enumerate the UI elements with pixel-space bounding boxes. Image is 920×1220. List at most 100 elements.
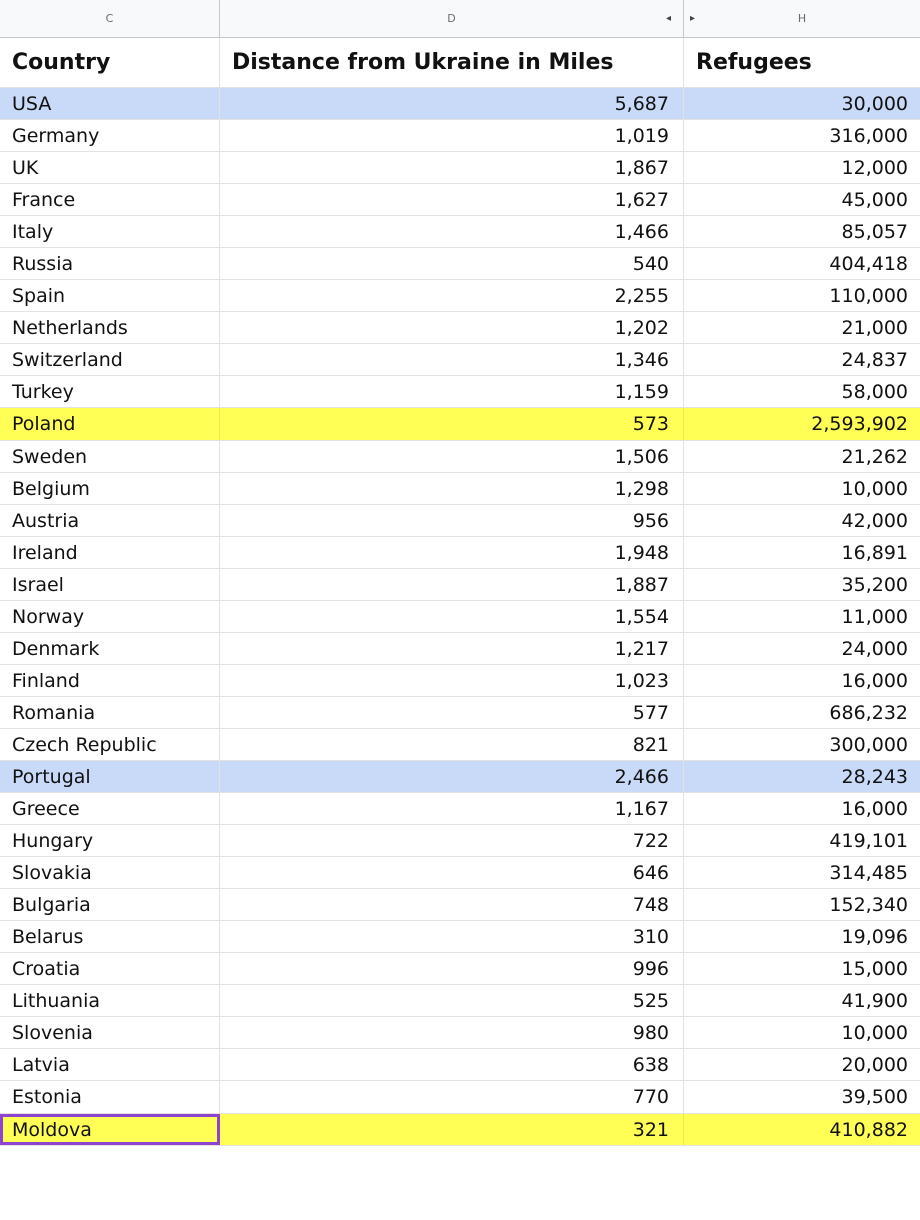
refugees-cell[interactable]: 45,000 [841, 189, 908, 212]
column-header-d[interactable]: D [220, 0, 684, 38]
header-distance-cell[interactable]: Distance from Ukraine in Miles [220, 38, 684, 87]
refugees-cell[interactable]: 42,000 [841, 509, 908, 532]
distance-cell[interactable]: 1,202 [220, 312, 684, 344]
refugees-cell[interactable]: 686,232 [829, 701, 908, 724]
country-cell[interactable]: Netherlands [0, 312, 220, 344]
country-cell[interactable]: Austria [0, 504, 220, 536]
country-cell[interactable]: Lithuania [0, 985, 220, 1017]
refugees-cell[interactable]: 85,057 [841, 221, 908, 244]
refugees-cell[interactable]: 300,000 [829, 733, 908, 756]
distance-cell[interactable]: 577 [220, 696, 684, 728]
refugees-cell[interactable]: 35,200 [841, 573, 908, 596]
distance-cell[interactable]: 1,506 [220, 440, 684, 472]
country-cell[interactable]: Ireland [0, 536, 220, 568]
distance-cell[interactable]: 5,687 [220, 88, 684, 120]
distance-cell[interactable]: 1,867 [220, 152, 684, 184]
distance-cell[interactable]: 1,019 [220, 120, 684, 152]
refugees-cell[interactable]: 10,000 [841, 1022, 908, 1045]
distance-cell[interactable]: 2,466 [220, 760, 684, 793]
refugees-cell[interactable]: 39,500 [841, 1086, 908, 1109]
country-cell[interactable]: Bulgaria [0, 889, 220, 921]
distance-cell[interactable]: 2,255 [220, 280, 684, 312]
refugees-cell[interactable]: 24,000 [841, 637, 908, 660]
distance-cell[interactable]: 573 [220, 408, 684, 440]
distance-cell[interactable]: 722 [220, 825, 684, 857]
country-cell[interactable]: Norway [0, 600, 220, 632]
country-cell[interactable]: Denmark [0, 632, 220, 664]
country-cell[interactable]: Israel [0, 568, 220, 600]
distance-cell[interactable]: 980 [220, 1017, 684, 1049]
distance-cell[interactable]: 1,948 [220, 536, 684, 568]
country-cell[interactable]: Hungary [0, 825, 220, 857]
refugees-cell[interactable]: 11,000 [841, 605, 908, 628]
country-cell[interactable]: Finland [0, 664, 220, 696]
distance-cell[interactable]: 1,554 [220, 600, 684, 632]
country-cell[interactable]: UK [0, 152, 220, 184]
hidden-columns-left-arrow-icon[interactable]: ◂ [666, 13, 672, 24]
country-cell[interactable]: Belarus [0, 921, 220, 953]
country-cell[interactable]: Turkey [0, 376, 220, 408]
country-cell[interactable]: Italy [0, 216, 220, 248]
distance-cell[interactable]: 770 [220, 1081, 684, 1113]
country-cell[interactable]: France [0, 184, 220, 216]
country-cell[interactable]: Croatia [0, 953, 220, 985]
refugees-cell[interactable]: 16,000 [841, 798, 908, 821]
refugees-cell[interactable]: 28,243 [841, 765, 908, 788]
distance-cell[interactable]: 321 [220, 1113, 684, 1145]
hidden-columns-right-arrow-icon[interactable]: ▸ [690, 13, 696, 24]
refugees-cell[interactable]: 10,000 [841, 477, 908, 500]
country-cell[interactable]: Germany [0, 120, 220, 152]
country-cell[interactable]: Moldova [0, 1113, 220, 1145]
distance-cell[interactable]: 1,217 [220, 632, 684, 664]
refugees-cell[interactable]: 314,485 [829, 862, 908, 885]
distance-cell[interactable]: 646 [220, 857, 684, 889]
distance-cell[interactable]: 996 [220, 953, 684, 985]
country-cell[interactable]: Russia [0, 248, 220, 280]
country-cell[interactable]: Sweden [0, 440, 220, 472]
country-cell[interactable]: Spain [0, 280, 220, 312]
refugees-cell[interactable]: 19,096 [841, 926, 908, 949]
distance-cell[interactable]: 1,023 [220, 664, 684, 696]
country-cell[interactable]: Slovakia [0, 857, 220, 889]
distance-cell[interactable]: 1,346 [220, 344, 684, 376]
country-cell[interactable]: Portugal [0, 760, 220, 793]
refugees-cell[interactable]: 16,891 [841, 541, 908, 564]
country-cell[interactable]: Belgium [0, 472, 220, 504]
distance-cell[interactable]: 1,159 [220, 376, 684, 408]
refugees-cell[interactable]: 15,000 [841, 958, 908, 981]
distance-cell[interactable]: 1,627 [220, 184, 684, 216]
header-country-cell[interactable]: Country [0, 38, 220, 87]
distance-cell[interactable]: 540 [220, 248, 684, 280]
country-cell[interactable]: USA [0, 88, 220, 120]
distance-cell[interactable]: 1,887 [220, 568, 684, 600]
distance-cell[interactable]: 638 [220, 1049, 684, 1081]
refugees-cell[interactable]: 21,262 [841, 445, 908, 468]
distance-cell[interactable]: 956 [220, 504, 684, 536]
column-header-h[interactable]: H [797, 12, 807, 25]
refugees-cell[interactable]: 16,000 [841, 669, 908, 692]
refugees-cell[interactable]: 410,882 [829, 1118, 908, 1141]
country-cell[interactable]: Czech Republic [0, 728, 220, 760]
distance-cell[interactable]: 1,167 [220, 793, 684, 825]
distance-cell[interactable]: 1,466 [220, 216, 684, 248]
country-cell[interactable]: Romania [0, 696, 220, 728]
country-cell[interactable]: Poland [0, 408, 220, 440]
refugees-cell[interactable]: 30,000 [841, 93, 908, 115]
column-header-c[interactable]: C [0, 0, 220, 38]
refugees-cell[interactable]: 24,837 [841, 349, 908, 372]
refugees-cell[interactable]: 404,418 [829, 253, 908, 276]
refugees-cell[interactable]: 419,101 [829, 830, 908, 853]
header-refugees-cell[interactable]: Refugees [696, 50, 812, 75]
country-cell[interactable]: Switzerland [0, 344, 220, 376]
distance-cell[interactable]: 748 [220, 889, 684, 921]
refugees-cell[interactable]: 12,000 [841, 157, 908, 180]
country-cell[interactable]: Slovenia [0, 1017, 220, 1049]
distance-cell[interactable]: 821 [220, 728, 684, 760]
refugees-cell[interactable]: 316,000 [829, 125, 908, 148]
country-cell[interactable]: Estonia [0, 1081, 220, 1113]
refugees-cell[interactable]: 152,340 [829, 894, 908, 917]
country-cell[interactable]: Latvia [0, 1049, 220, 1081]
refugees-cell[interactable]: 20,000 [841, 1054, 908, 1077]
refugees-cell[interactable]: 41,900 [841, 990, 908, 1013]
distance-cell[interactable]: 310 [220, 921, 684, 953]
